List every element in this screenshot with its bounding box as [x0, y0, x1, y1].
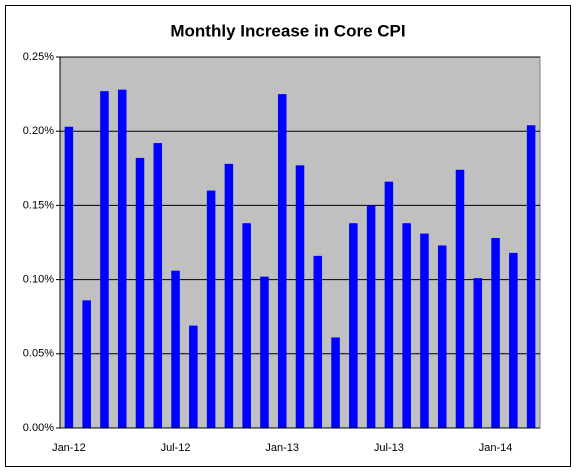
bar: [473, 278, 483, 428]
bar: [242, 223, 251, 428]
x-tick-label: Jan-12: [52, 442, 86, 454]
y-tick-label: 0.05%: [23, 348, 54, 360]
bar: [117, 89, 127, 428]
bar: [189, 325, 198, 428]
bar: [455, 169, 465, 428]
bar: [509, 252, 518, 428]
bar: [402, 223, 411, 428]
bar: [277, 94, 287, 428]
bar: [366, 205, 376, 428]
bar: [313, 255, 323, 428]
y-tick-label: 0.00%: [23, 422, 54, 434]
chart-title: Monthly Increase in Core CPI: [170, 21, 405, 40]
bar: [64, 126, 74, 429]
bar: [295, 165, 305, 428]
x-tick-label: Jan-13: [265, 442, 299, 454]
bar: [384, 181, 394, 428]
bar: [82, 300, 91, 428]
bar: [206, 190, 216, 428]
y-tick-label: 0.25%: [23, 51, 54, 63]
bar: [491, 238, 500, 428]
bar: [171, 270, 180, 428]
bar: [331, 337, 340, 428]
bar: [260, 276, 269, 428]
x-tick-label: Jan-14: [479, 442, 513, 454]
bar: [420, 233, 429, 428]
x-tick-label: Jul-12: [161, 442, 191, 454]
bar: [526, 125, 536, 428]
y-tick-label: 0.20%: [23, 125, 54, 137]
bar: [349, 223, 358, 428]
bar: [437, 245, 447, 428]
bar: [100, 91, 109, 428]
bar: [135, 157, 145, 429]
x-tick-label: Jul-13: [374, 442, 404, 454]
bar: [153, 143, 163, 428]
bar: [224, 163, 234, 428]
y-tick-label: 0.10%: [23, 274, 54, 286]
y-tick-label: 0.15%: [23, 199, 54, 211]
